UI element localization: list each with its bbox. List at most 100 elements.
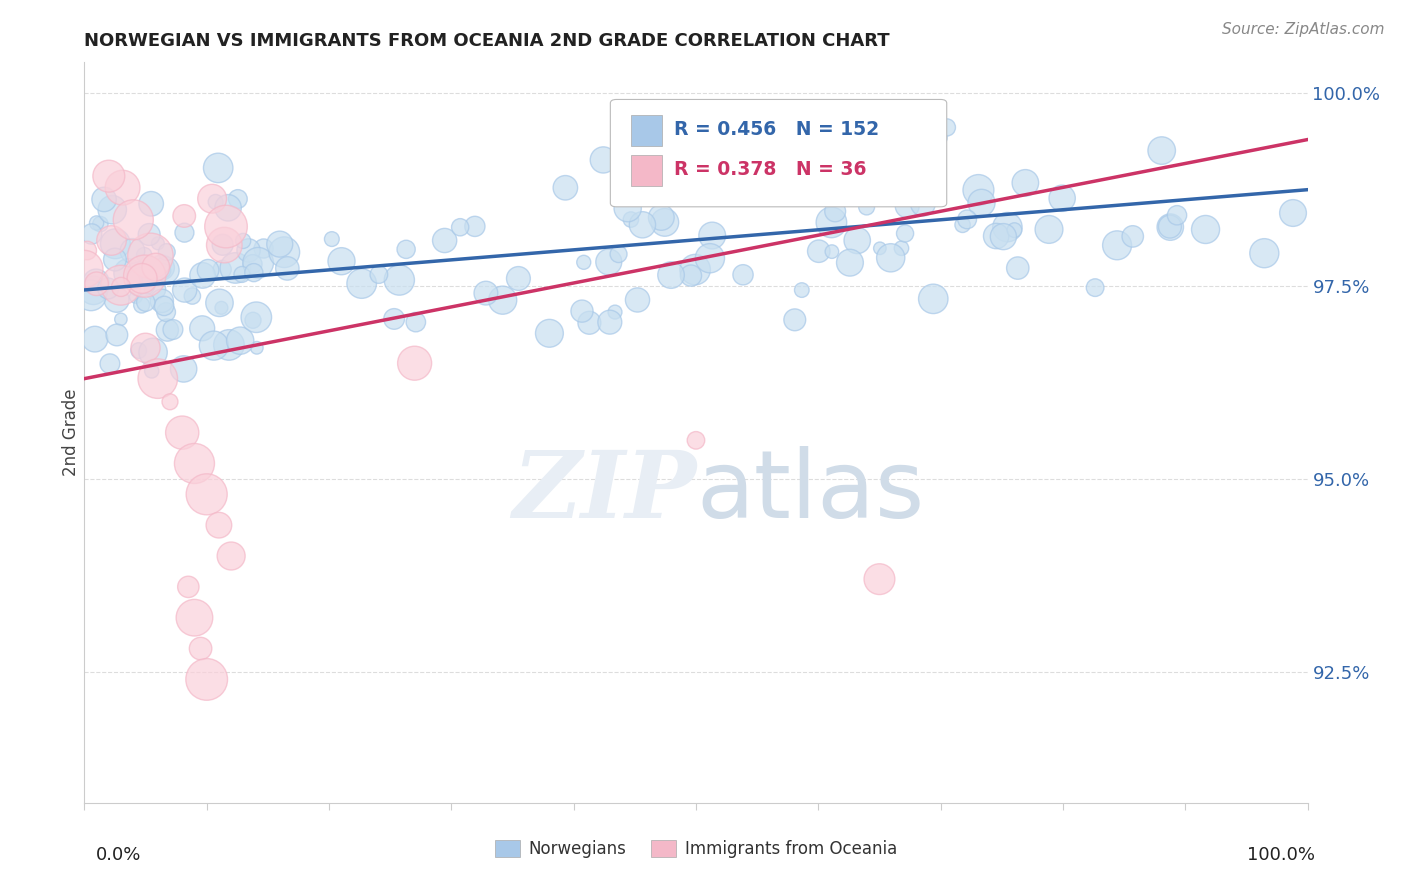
Point	[145, 260, 167, 274]
Point	[128, 343, 150, 358]
Point	[135, 295, 157, 310]
Point	[571, 304, 593, 318]
Legend: Norwegians, Immigrants from Oceania: Norwegians, Immigrants from Oceania	[488, 833, 904, 865]
Point	[910, 190, 932, 204]
Point	[508, 271, 530, 285]
Point	[80, 227, 103, 241]
Point	[209, 301, 232, 315]
Point	[464, 219, 486, 234]
Point	[135, 341, 157, 355]
Point	[181, 289, 204, 303]
Point	[405, 315, 427, 329]
Point	[475, 286, 498, 301]
Point	[134, 269, 156, 284]
Point	[86, 277, 108, 291]
Point	[173, 283, 195, 297]
Text: atlas: atlas	[696, 446, 924, 538]
Point	[243, 266, 266, 280]
Point	[967, 183, 990, 197]
Point	[659, 268, 682, 282]
Point	[382, 312, 405, 326]
Point	[152, 264, 174, 278]
Bar	[631, 115, 662, 146]
Point	[242, 257, 264, 271]
Point	[131, 298, 153, 312]
Point	[101, 202, 124, 217]
Point	[183, 457, 205, 471]
Point	[650, 211, 672, 225]
Point	[245, 310, 267, 325]
Point	[1084, 280, 1107, 294]
Point	[146, 371, 169, 385]
Point	[1166, 208, 1188, 222]
Point	[122, 212, 145, 227]
Point	[110, 312, 132, 326]
Point	[83, 332, 105, 346]
Point	[894, 227, 917, 241]
Point	[993, 229, 1015, 244]
Point	[143, 282, 166, 296]
Point	[80, 288, 103, 302]
Point	[172, 425, 194, 440]
Point	[177, 580, 200, 594]
Bar	[631, 155, 662, 186]
Point	[821, 244, 844, 259]
Point	[997, 220, 1019, 235]
Point	[1007, 261, 1029, 276]
Point	[150, 260, 173, 275]
Point	[935, 120, 957, 135]
Point	[395, 243, 418, 257]
Point	[110, 278, 132, 293]
Point	[104, 236, 127, 251]
Point	[105, 293, 128, 307]
Point	[626, 293, 648, 307]
Point	[217, 201, 239, 215]
Point	[211, 262, 233, 277]
Point	[620, 212, 643, 227]
Point	[207, 161, 229, 175]
Point	[616, 201, 638, 215]
Text: NORWEGIAN VS IMMIGRANTS FROM OCEANIA 2ND GRADE CORRELATION CHART: NORWEGIAN VS IMMIGRANTS FROM OCEANIA 2ND…	[84, 32, 890, 50]
Point	[702, 228, 724, 243]
Point	[247, 256, 270, 270]
Point	[76, 244, 98, 258]
Point	[82, 283, 104, 297]
Point	[952, 218, 974, 232]
Point	[131, 271, 153, 285]
Point	[141, 196, 163, 211]
Point	[195, 673, 218, 687]
Point	[100, 234, 122, 248]
Point	[276, 261, 298, 276]
Point	[928, 130, 950, 145]
Point	[855, 200, 877, 214]
Point	[105, 328, 128, 343]
Point	[156, 245, 179, 260]
Point	[896, 199, 918, 213]
Point	[208, 296, 231, 310]
Point	[598, 255, 620, 269]
Point	[93, 193, 115, 207]
Point	[1004, 223, 1026, 237]
Point	[1159, 219, 1181, 234]
Point	[155, 305, 177, 319]
Point	[273, 245, 295, 260]
Point	[253, 242, 276, 256]
Point	[807, 244, 830, 259]
Point	[173, 209, 195, 223]
Point	[986, 229, 1008, 244]
Point	[367, 268, 389, 282]
Text: R = 0.456   N = 152: R = 0.456 N = 152	[673, 120, 879, 139]
Point	[139, 249, 162, 263]
Point	[208, 518, 231, 533]
Point	[97, 169, 120, 183]
Point	[124, 273, 146, 287]
Point	[911, 196, 934, 211]
Point	[191, 321, 214, 335]
Point	[84, 275, 107, 289]
Point	[890, 241, 912, 255]
Point	[138, 227, 160, 242]
Point	[89, 217, 111, 231]
Point	[226, 192, 249, 206]
Point	[219, 549, 242, 563]
Point	[1107, 238, 1129, 252]
